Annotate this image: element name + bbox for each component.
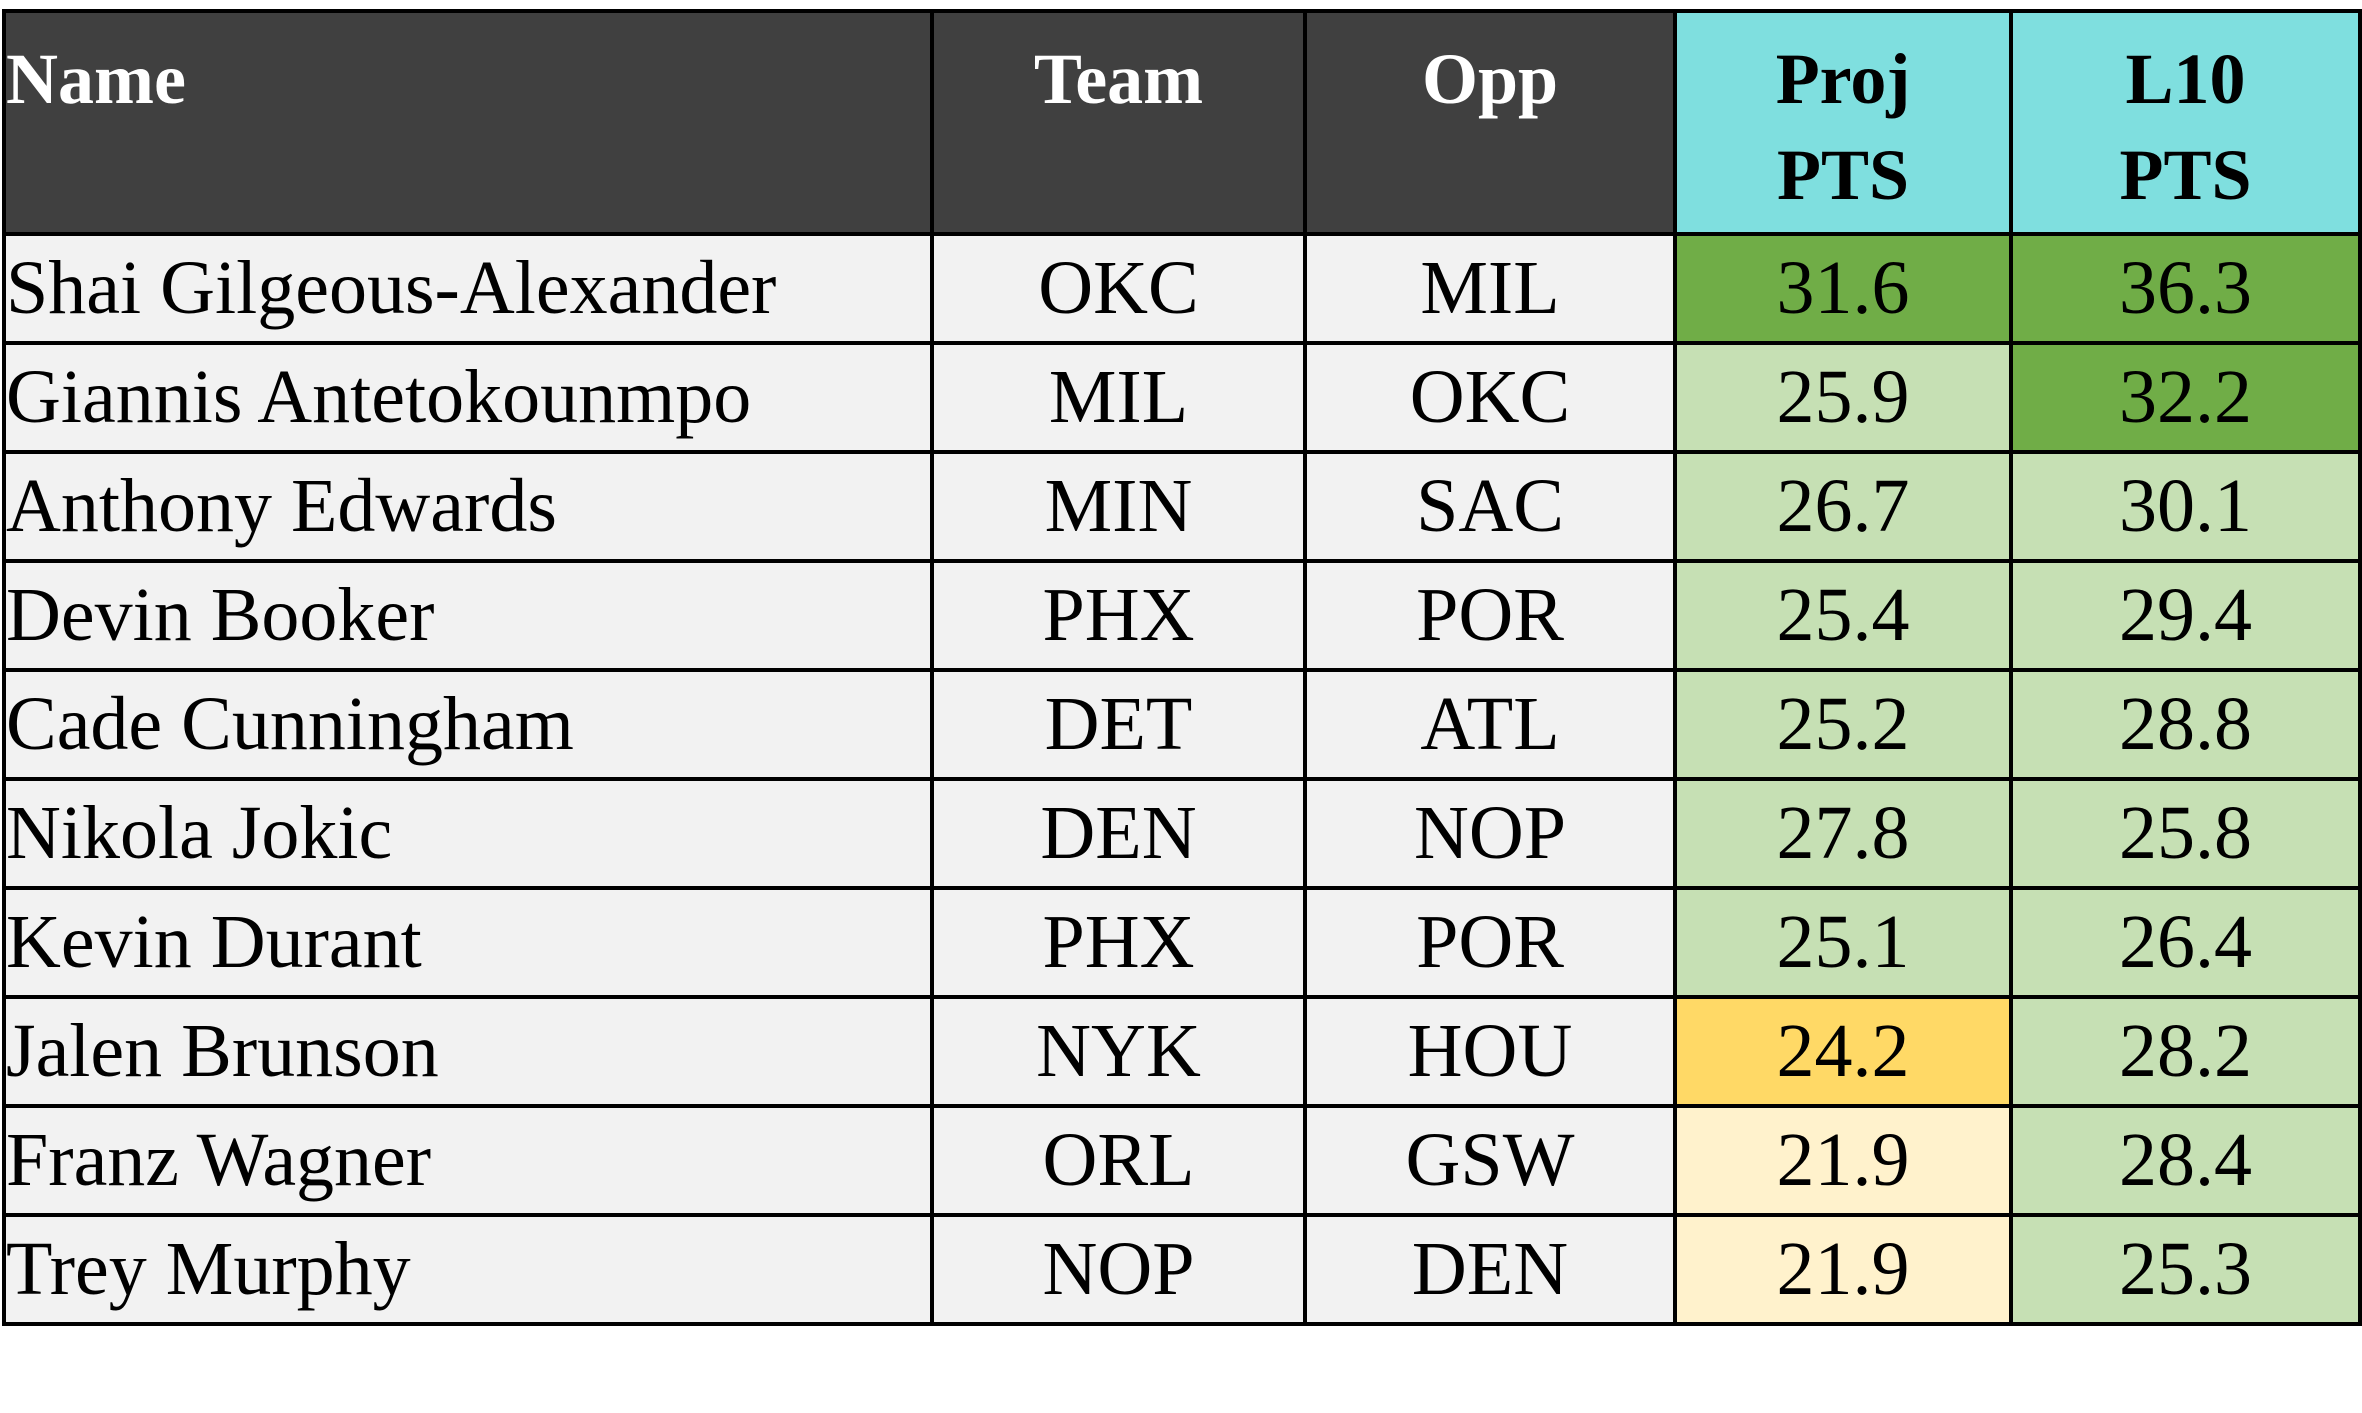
l10-pts-cell: 30.1 [2009,450,2362,563]
l10-pts-cell: 28.2 [2009,995,2362,1108]
header-name: Name [2,9,934,236]
table-row: Trey Murphy NOP DEN 21.9 25.3 [2,1213,2362,1326]
proj-pts-cell: 25.4 [1673,559,2013,672]
player-name: Devin Booker [2,559,934,672]
proj-pts-cell: 21.9 [1673,1213,2013,1326]
team-cell: ORL [930,1104,1307,1217]
l10-pts-cell: 28.4 [2009,1104,2362,1217]
proj-pts-cell: 25.9 [1673,341,2013,454]
table-body: Shai Gilgeous-Alexander OKC MIL 31.6 36.… [2,232,2362,1326]
team-cell: NYK [930,995,1307,1108]
team-cell: PHX [930,886,1307,999]
header-l10-line1: L10 [2125,39,2246,119]
header-proj-line1: Proj [1775,39,1911,119]
l10-pts-cell: 25.3 [2009,1213,2362,1326]
team-cell: PHX [930,559,1307,672]
header-team: Team [930,9,1307,236]
table-row: Jalen Brunson NYK HOU 24.2 28.2 [2,995,2362,1108]
header-l10-pts: L10 PTS [2009,9,2362,236]
proj-pts-cell: 24.2 [1673,995,2013,1108]
l10-pts-cell: 36.3 [2009,232,2362,345]
player-name: Cade Cunningham [2,668,934,781]
team-cell: MIN [930,450,1307,563]
opp-cell: MIL [1303,232,1677,345]
proj-pts-cell: 27.8 [1673,777,2013,890]
table-row: Nikola Jokic DEN NOP 27.8 25.8 [2,777,2362,890]
team-cell: DET [930,668,1307,781]
header-row: Name Team Opp Proj PTS L10 PTS [2,9,2362,236]
player-name: Jalen Brunson [2,995,934,1108]
team-cell: DEN [930,777,1307,890]
player-points-table: Name Team Opp Proj PTS L10 PTS Shai Gilg… [2,9,2362,1326]
table-row: Giannis Antetokounmpo MIL OKC 25.9 32.2 [2,341,2362,454]
table-row: Kevin Durant PHX POR 25.1 26.4 [2,886,2362,999]
team-cell: OKC [930,232,1307,345]
table-row: Shai Gilgeous-Alexander OKC MIL 31.6 36.… [2,232,2362,345]
player-name: Kevin Durant [2,886,934,999]
opp-cell: HOU [1303,995,1677,1108]
proj-pts-cell: 25.2 [1673,668,2013,781]
header-opp: Opp [1303,9,1677,236]
player-name: Anthony Edwards [2,450,934,563]
table-row: Franz Wagner ORL GSW 21.9 28.4 [2,1104,2362,1217]
player-name: Trey Murphy [2,1213,934,1326]
team-cell: MIL [930,341,1307,454]
header-proj-line2: PTS [1776,135,1910,215]
l10-pts-cell: 28.8 [2009,668,2362,781]
opp-cell: POR [1303,886,1677,999]
opp-cell: DEN [1303,1213,1677,1326]
proj-pts-cell: 31.6 [1673,232,2013,345]
l10-pts-cell: 25.8 [2009,777,2362,890]
header-proj-pts: Proj PTS [1673,9,2013,236]
opp-cell: ATL [1303,668,1677,781]
proj-pts-cell: 26.7 [1673,450,2013,563]
opp-cell: GSW [1303,1104,1677,1217]
player-name: Nikola Jokic [2,777,934,890]
opp-cell: OKC [1303,341,1677,454]
table-row: Anthony Edwards MIN SAC 26.7 30.1 [2,450,2362,563]
team-cell: NOP [930,1213,1307,1326]
opp-cell: POR [1303,559,1677,672]
player-name: Shai Gilgeous-Alexander [2,232,934,345]
table-row: Cade Cunningham DET ATL 25.2 28.8 [2,668,2362,781]
proj-pts-cell: 21.9 [1673,1104,2013,1217]
proj-pts-cell: 25.1 [1673,886,2013,999]
opp-cell: NOP [1303,777,1677,890]
player-name: Giannis Antetokounmpo [2,341,934,454]
table-row: Devin Booker PHX POR 25.4 29.4 [2,559,2362,672]
l10-pts-cell: 29.4 [2009,559,2362,672]
header-l10-line2: PTS [2119,135,2252,215]
l10-pts-cell: 32.2 [2009,341,2362,454]
opp-cell: SAC [1303,450,1677,563]
player-name: Franz Wagner [2,1104,934,1217]
l10-pts-cell: 26.4 [2009,886,2362,999]
